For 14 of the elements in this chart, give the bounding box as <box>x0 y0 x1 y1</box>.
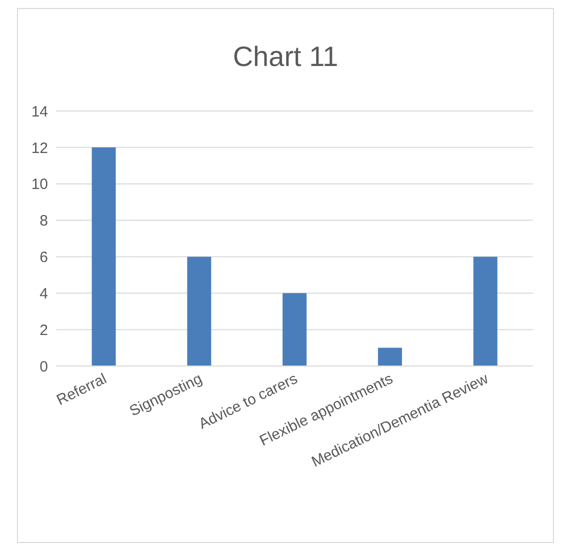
y-tick-label: 0 <box>40 358 48 376</box>
bar <box>473 256 498 366</box>
bar <box>92 147 116 366</box>
bar <box>187 256 212 366</box>
bar <box>282 293 307 366</box>
chart-title: Chart 11 <box>232 40 340 74</box>
y-tick-label: 12 <box>31 140 48 157</box>
y-tick-label: 8 <box>40 212 48 230</box>
bar <box>378 348 402 366</box>
y-tick-label: 14 <box>31 103 48 120</box>
y-tick-label: 6 <box>40 249 48 266</box>
y-tick-label: 10 <box>31 176 48 194</box>
y-tick-label: 2 <box>40 322 48 339</box>
y-tick-label: 4 <box>40 285 48 302</box>
